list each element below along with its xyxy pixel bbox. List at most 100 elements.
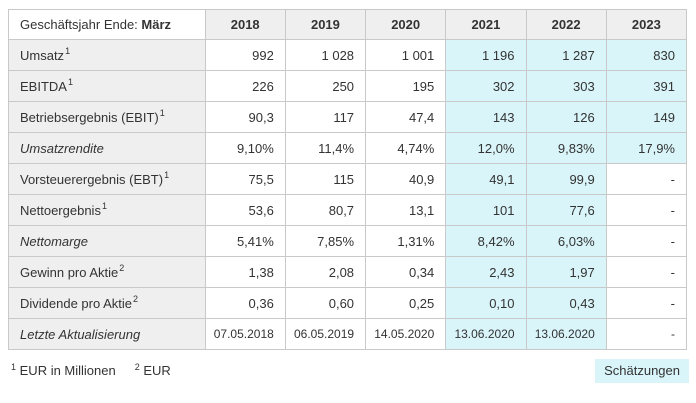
cell-2023: - xyxy=(605,287,688,319)
cell-2021: 0,10 xyxy=(445,287,527,319)
cell-2023: - xyxy=(605,194,688,226)
row-label-text: Umsatz xyxy=(20,47,65,63)
cell-2019: 80,7 xyxy=(284,194,367,226)
cell-2020: 1,31% xyxy=(365,225,447,257)
table-row: Dividende pro Aktie2 0,36 0,60 0,25 0,10 0,43… xyxy=(8,287,688,319)
row-label: Letzte Aktualisierung xyxy=(8,318,206,350)
financials-page: Geschäftsjahr Ende: März 2018 2019 2020 202… xyxy=(8,9,689,383)
footnote-1-text: EUR in Millionen xyxy=(19,363,116,378)
cell-2020: 4,74% xyxy=(365,132,447,164)
row-label-text: Letzte Aktualisierung xyxy=(20,326,141,342)
row-label: Betriebsergebnis (EBIT)1 xyxy=(8,101,206,133)
row-label-text: Dividende pro Aktie xyxy=(20,295,133,311)
cell-2018: 53,6 xyxy=(204,194,286,226)
row-label: Umsatzrendite xyxy=(8,132,206,164)
row-label: Nettoergebnis1 xyxy=(8,194,206,226)
row-label-text: Umsatzrendite xyxy=(20,140,104,156)
row-label: Gewinn pro Aktie2 xyxy=(8,256,206,288)
cell-2020: 0,34 xyxy=(365,256,447,288)
fiscal-year-end-month: März xyxy=(141,17,172,32)
row-label: EBITDA1 xyxy=(8,70,206,102)
cell-2022: 13.06.2020 xyxy=(525,318,607,350)
table-row: Letzte Aktualisierung 07.05.2018 06.05.201… xyxy=(8,318,688,350)
row-label-text: Nettoergebnis xyxy=(20,202,101,218)
financials-table: Geschäftsjahr Ende: März 2018 2019 2020 202… xyxy=(8,9,688,350)
footnote-2: 2 EUR xyxy=(134,361,171,378)
cell-2020: 1 001 xyxy=(365,39,447,71)
table-row: Betriebsergebnis (EBIT)1 90,3 117 47,4 143 12… xyxy=(8,101,688,133)
row-label-text: Nettomarge xyxy=(20,233,88,249)
year-header-2023: 2023 xyxy=(605,9,688,40)
cell-2022: 77,6 xyxy=(525,194,607,226)
cell-2022: 9,83% xyxy=(525,132,607,164)
row-label: Nettomarge xyxy=(8,225,206,257)
cell-2020: 13,1 xyxy=(365,194,447,226)
header-row: Geschäftsjahr Ende: März 2018 2019 2020 202… xyxy=(8,9,688,40)
footnote-2-text: EUR xyxy=(143,363,171,378)
cell-2021: 8,42% xyxy=(445,225,527,257)
cell-2018: 0,36 xyxy=(204,287,286,319)
cell-2019: 250 xyxy=(284,70,367,102)
table-row: Umsatzrendite 9,10% 11,4% 4,74% 12,0% 9,83% 17… xyxy=(8,132,688,164)
cell-2023: - xyxy=(605,163,688,195)
cell-2018: 90,3 xyxy=(204,101,286,133)
cell-2023: - xyxy=(605,256,688,288)
cell-2018: 1,38 xyxy=(204,256,286,288)
row-label-footnote-ref: 1 xyxy=(101,201,107,212)
cell-2018: 992 xyxy=(204,39,286,71)
table-row: Vorsteuerergebnis (EBT)1 75,5 115 40,9 49,1 9… xyxy=(8,163,688,195)
cell-2022: 1 287 xyxy=(525,39,607,71)
row-label-text: EBITDA xyxy=(20,78,67,94)
row-label-footnote-ref: 2 xyxy=(119,263,125,274)
cell-2021: 143 xyxy=(445,101,527,133)
cell-2021: 13.06.2020 xyxy=(445,318,527,350)
cell-2021: 12,0% xyxy=(445,132,527,164)
row-label: Dividende pro Aktie2 xyxy=(8,287,206,319)
footnote-1-sup: 1 xyxy=(11,361,17,372)
cell-2023: 830 xyxy=(605,39,688,71)
table-row: Nettomarge 5,41% 7,85% 1,31% 8,42% 6,03% - xyxy=(8,225,688,257)
cell-2018: 226 xyxy=(204,70,286,102)
row-label-footnote-ref: 1 xyxy=(159,108,165,119)
cell-2022: 1,97 xyxy=(525,256,607,288)
cell-2022: 126 xyxy=(525,101,607,133)
cell-2018: 9,10% xyxy=(204,132,286,164)
cell-2022: 6,03% xyxy=(525,225,607,257)
cell-2019: 1 028 xyxy=(284,39,367,71)
cell-2021: 101 xyxy=(445,194,527,226)
cell-2020: 40,9 xyxy=(365,163,447,195)
cell-2018: 07.05.2018 xyxy=(204,318,286,350)
cell-2019: 06.05.2019 xyxy=(284,318,367,350)
cell-2023: 391 xyxy=(605,70,688,102)
cell-2019: 115 xyxy=(284,163,367,195)
row-label-footnote-ref: 1 xyxy=(67,77,73,88)
row-label-text: Gewinn pro Aktie xyxy=(20,264,119,280)
cell-2023: 17,9% xyxy=(605,132,688,164)
cell-2019: 117 xyxy=(284,101,367,133)
footnote-2-sup: 2 xyxy=(134,361,140,372)
table-header: Geschäftsjahr Ende: März 2018 2019 2020 202… xyxy=(8,9,688,40)
row-label: Vorsteuerergebnis (EBT)1 xyxy=(8,163,206,195)
footnotes: 1 EUR in Millionen 2 EUR xyxy=(10,359,171,378)
cell-2021: 2,43 xyxy=(445,256,527,288)
cell-2022: 0,43 xyxy=(525,287,607,319)
cell-2020: 195 xyxy=(365,70,447,102)
cell-2019: 2,08 xyxy=(284,256,367,288)
row-label-footnote-ref: 1 xyxy=(65,46,71,57)
fiscal-year-end-label: Geschäftsjahr Ende: März xyxy=(8,9,206,40)
cell-2020: 14.05.2020 xyxy=(365,318,447,350)
cell-2023: 149 xyxy=(605,101,688,133)
row-label-text: Betriebsergebnis (EBIT) xyxy=(20,109,159,125)
table-row: Nettoergebnis1 53,6 80,7 13,1 101 77,6- xyxy=(8,194,688,226)
cell-2019: 0,60 xyxy=(284,287,367,319)
table-row: EBITDA1 226 250 195 302 303 391 xyxy=(8,70,688,102)
cell-2021: 302 xyxy=(445,70,527,102)
year-header-2022: 2022 xyxy=(525,9,607,40)
cell-2023: - xyxy=(605,318,688,350)
table-body: Umsatz1 992 1 028 1 001 1 196 1 287 830 EBITDA1… xyxy=(8,39,688,350)
footnote-1: 1 EUR in Millionen xyxy=(10,361,116,378)
cell-2020: 47,4 xyxy=(365,101,447,133)
table-row: Umsatz1 992 1 028 1 001 1 196 1 287 830 xyxy=(8,39,688,71)
cell-2018: 75,5 xyxy=(204,163,286,195)
estimates-badge: Schätzungen xyxy=(595,359,689,383)
